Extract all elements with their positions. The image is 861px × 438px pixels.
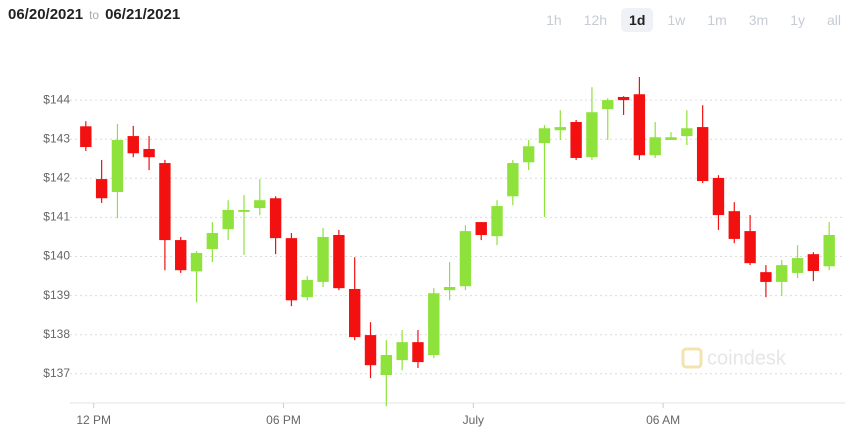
- y-tick-label: $137: [43, 366, 70, 380]
- candle-body: [681, 128, 693, 137]
- candle-body: [522, 146, 535, 163]
- candle-body: [823, 235, 835, 267]
- candle-body: [80, 126, 92, 148]
- candle-body: [269, 198, 282, 239]
- to-date: 06/21/2021: [105, 6, 181, 23]
- y-tick-label: $140: [43, 249, 70, 263]
- watermark: coindesk: [707, 347, 787, 369]
- range-button[interactable]: 1d: [621, 8, 654, 32]
- date-range: 06/20/2021 to 06/21/2021: [8, 6, 180, 23]
- candle-body: [190, 252, 203, 272]
- y-tick-label: $138: [43, 327, 70, 341]
- candle-body: [443, 287, 456, 291]
- candle-body: [143, 148, 155, 158]
- candle-body: [712, 177, 725, 216]
- candle-body: [175, 240, 187, 271]
- candle-body: [95, 179, 108, 199]
- x-tick-label: July: [463, 413, 484, 427]
- range-selector: 1h 12h 1d 1w 1m 3m 1y all: [538, 8, 849, 32]
- candle-body: [602, 100, 614, 110]
- range-button[interactable]: 1m: [707, 12, 727, 28]
- y-tick-label: $139: [43, 288, 70, 302]
- candle-body: [159, 163, 171, 241]
- range-button[interactable]: 3m: [748, 12, 769, 28]
- candle-body: [238, 209, 250, 212]
- x-tick-label: 12 PM: [76, 413, 111, 427]
- candle-body: [396, 342, 408, 361]
- candle-body: [333, 235, 345, 289]
- candle-body: [349, 288, 361, 338]
- candle-body: [285, 238, 298, 301]
- candle-body: [728, 211, 740, 239]
- range-button[interactable]: 12h: [583, 12, 608, 28]
- candle-body: [617, 96, 630, 101]
- y-tick-label: $144: [43, 92, 70, 106]
- candle-body: [649, 137, 661, 156]
- range-button[interactable]: 1h: [546, 12, 562, 28]
- candle-body: [301, 279, 313, 298]
- y-tick-label: $143: [43, 131, 70, 145]
- candle-body: [254, 200, 266, 209]
- candle-body: [586, 112, 598, 158]
- candle-body: [459, 231, 472, 287]
- candle-body: [696, 127, 709, 182]
- candle-body: [744, 231, 756, 264]
- candle-body: [507, 163, 519, 197]
- y-tick-label: $142: [43, 170, 70, 184]
- candle-body: [791, 258, 804, 273]
- watermark-logo: [681, 347, 703, 369]
- y-tick-label: $141: [43, 210, 70, 224]
- range-button[interactable]: all: [826, 12, 841, 28]
- candle-body: [222, 209, 234, 230]
- candle-body: [807, 254, 820, 271]
- candle-body: [665, 137, 677, 140]
- candle-body: [760, 272, 772, 282]
- candle-body: [554, 127, 566, 131]
- candle-body: [570, 121, 582, 158]
- to-label: to: [89, 8, 100, 22]
- candle-body: [206, 233, 219, 250]
- candle-body: [776, 265, 788, 282]
- candle-body: [475, 222, 487, 235]
- candle-body: [538, 128, 551, 144]
- candle-body: [633, 94, 646, 156]
- range-button[interactable]: 1w: [667, 12, 686, 28]
- candle-body: [317, 236, 329, 282]
- x-tick-label: 06 AM: [646, 413, 680, 427]
- candle-body: [428, 293, 440, 356]
- from-date: 06/20/2021: [8, 6, 84, 23]
- candle-body: [364, 335, 377, 366]
- candle-body: [491, 206, 503, 237]
- candle-body: [127, 136, 139, 154]
- range-button[interactable]: 1y: [790, 12, 805, 28]
- candle-body: [111, 139, 124, 192]
- candle-body: [412, 342, 424, 363]
- candle-body: [380, 355, 393, 375]
- x-tick-label: 06 PM: [266, 413, 301, 427]
